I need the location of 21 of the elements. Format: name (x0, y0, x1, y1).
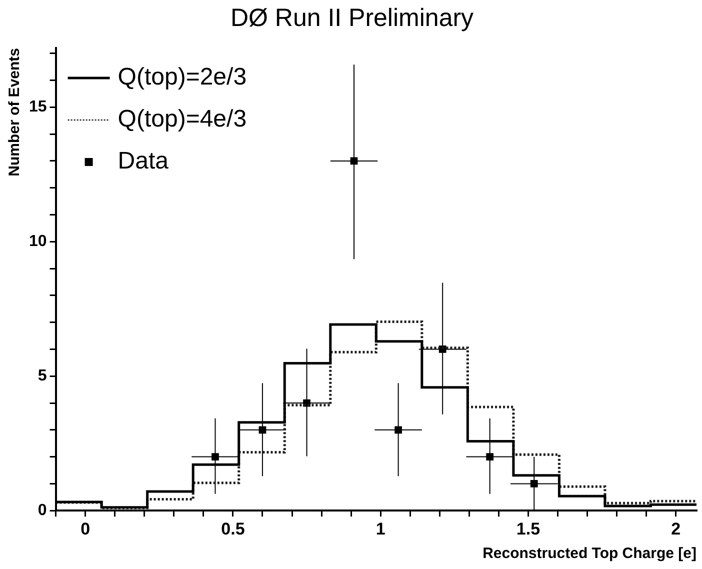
y-tick-label: 15 (29, 98, 47, 116)
x-tick-label: 1 (376, 519, 386, 538)
y-axis-title: Number of Events (6, 48, 24, 176)
x-axis-title: Reconstructed Top Charge [e] (482, 545, 696, 562)
point (394, 426, 402, 434)
x-tick-label: 2 (671, 519, 681, 538)
point (486, 453, 494, 460)
point (212, 453, 219, 460)
x-tick-label: 1.5 (516, 519, 540, 538)
legend-label: Q(top)=4e/3 (118, 106, 247, 133)
legend-label: Data (118, 148, 170, 175)
x-tick-label: 0 (80, 519, 90, 538)
y-tick-label: 0 (38, 502, 47, 520)
point (350, 157, 358, 165)
point (258, 426, 266, 434)
chart-title: DØ Run II Preliminary (230, 4, 474, 32)
y-tick-label: 5 (38, 368, 47, 385)
x-tick-label: 0.5 (221, 519, 245, 538)
legend-label: Q(top)=2e/3 (118, 64, 247, 91)
y-tick-label: 10 (29, 233, 47, 250)
point (530, 480, 538, 488)
